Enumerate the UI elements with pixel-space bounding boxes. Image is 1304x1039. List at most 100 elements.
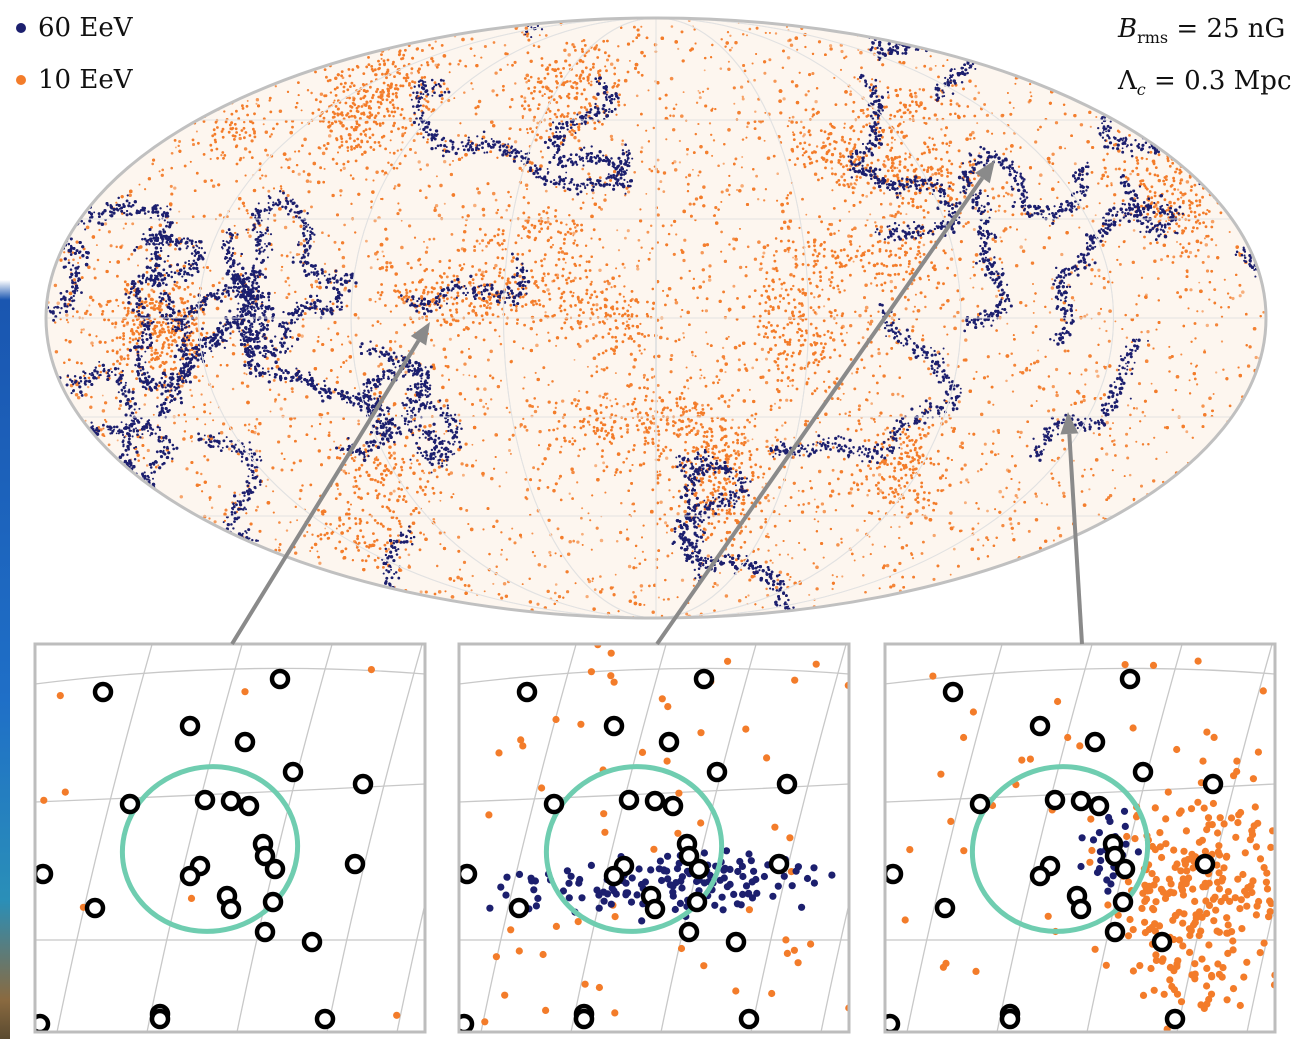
point-10eev — [341, 255, 346, 260]
point-10eev — [1125, 432, 1129, 436]
point-10eev — [720, 200, 723, 203]
point-10eev — [375, 170, 379, 175]
point-10eev — [335, 527, 338, 530]
point-10eev — [1051, 187, 1055, 191]
point-10eev — [1051, 476, 1055, 480]
point-10eev — [928, 396, 932, 400]
point-10eev — [792, 256, 795, 259]
point-10eev — [500, 553, 503, 556]
background-strip — [0, 0, 10, 1039]
point-10eev — [1024, 238, 1027, 241]
point-10eev — [788, 116, 791, 119]
point-10eev — [637, 238, 641, 242]
point-10eev — [458, 392, 463, 396]
point-10eev — [1098, 202, 1101, 205]
point-10eev — [718, 571, 722, 575]
point-10eev — [962, 225, 965, 228]
point-10eev — [137, 459, 140, 462]
point-10eev — [1201, 404, 1205, 408]
point-10eev — [523, 96, 527, 100]
point-10eev — [418, 477, 422, 481]
point-10eev — [1081, 474, 1085, 478]
point-10eev — [264, 267, 268, 271]
point-10eev — [266, 478, 269, 481]
point-10eev — [964, 222, 968, 226]
point-10eev — [104, 418, 107, 421]
point-10eev — [902, 121, 905, 123]
point-10eev — [1140, 276, 1144, 279]
point-10eev — [195, 130, 198, 133]
point-10eev — [864, 305, 869, 310]
point-10eev — [1051, 384, 1055, 389]
point-10eev — [650, 367, 654, 371]
point-10eev — [486, 407, 490, 410]
point-10eev — [595, 303, 599, 307]
point-10eev — [477, 99, 482, 104]
point-10eev — [697, 89, 700, 92]
point-10eev — [775, 250, 778, 253]
series-10eev — [47, 18, 1265, 618]
point-10eev — [436, 564, 439, 568]
point-10eev — [606, 90, 609, 94]
point-10eev — [392, 451, 396, 455]
point-10eev — [1051, 278, 1054, 281]
point-10eev — [921, 506, 926, 510]
point-10eev — [694, 132, 698, 136]
point-10eev — [1092, 432, 1095, 435]
point-10eev — [554, 583, 558, 586]
point-10eev — [246, 384, 250, 388]
point-10eev — [443, 160, 447, 164]
point-10eev — [1238, 294, 1242, 298]
point-10eev — [1037, 349, 1040, 352]
point-10eev — [629, 305, 632, 308]
point-10eev — [638, 349, 641, 352]
point-10eev — [301, 324, 305, 328]
point-10eev — [963, 195, 966, 198]
point-10eev — [237, 207, 241, 210]
point-10eev — [1228, 230, 1231, 234]
point-10eev — [776, 172, 779, 175]
point-10eev — [673, 160, 677, 164]
point-10eev — [598, 268, 602, 273]
point-10eev — [659, 180, 663, 184]
point-10eev — [1051, 408, 1056, 412]
point-10eev — [298, 459, 303, 463]
point-10eev — [342, 361, 346, 364]
point-10eev — [710, 133, 713, 136]
point-10eev — [889, 279, 893, 284]
point-10eev — [813, 172, 818, 176]
point-10eev — [310, 205, 313, 209]
point-10eev — [463, 91, 466, 94]
point-10eev — [148, 360, 151, 364]
point-10eev — [672, 114, 675, 118]
point-10eev — [944, 420, 948, 424]
point-10eev — [963, 501, 967, 505]
point-10eev — [739, 85, 744, 89]
point-10eev — [961, 319, 965, 323]
point-10eev — [109, 244, 113, 248]
point-10eev — [691, 407, 694, 410]
point-10eev — [804, 419, 808, 423]
point-10eev — [208, 499, 211, 501]
point-10eev — [243, 372, 246, 375]
point-10eev — [927, 367, 931, 371]
point-10eev — [1047, 236, 1051, 240]
point-10eev — [455, 368, 459, 372]
point-10eev — [254, 427, 257, 430]
point-10eev — [461, 473, 465, 477]
point-10eev — [556, 527, 560, 531]
point-10eev — [462, 238, 465, 242]
point-10eev — [732, 284, 736, 288]
point-10eev — [1046, 503, 1049, 506]
point-10eev — [625, 320, 629, 323]
point-10eev — [829, 44, 833, 48]
point-10eev — [1093, 275, 1097, 278]
point-10eev — [536, 602, 540, 606]
point-10eev — [209, 401, 212, 404]
point-10eev — [118, 348, 122, 351]
point-10eev — [791, 115, 795, 119]
point-10eev — [210, 506, 214, 509]
point-10eev — [1208, 298, 1211, 301]
point-10eev — [457, 63, 460, 66]
point-10eev — [464, 442, 468, 446]
